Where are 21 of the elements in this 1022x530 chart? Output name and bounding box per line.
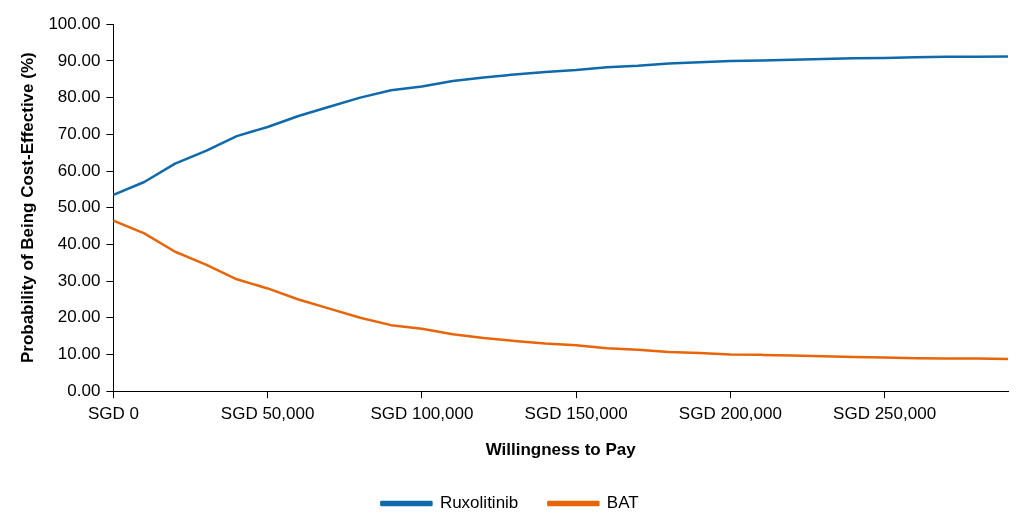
y-tick-label: 40.00 <box>57 234 101 254</box>
legend-label: Ruxolitinib <box>439 493 519 513</box>
x-tick-label: SGD 200,000 <box>678 404 782 424</box>
legend-label: BAT <box>606 493 639 513</box>
y-tick-label: 70.00 <box>57 123 101 143</box>
x-tick-label: SGD 250,000 <box>833 404 937 424</box>
x-axis-title: Willingness to Pay <box>485 440 637 460</box>
y-tick-label: 90.00 <box>57 50 101 70</box>
y-tick-label: 20.00 <box>57 307 101 327</box>
x-tick-label: SGD 150,000 <box>524 404 628 424</box>
x-tick-label: SGD 0 <box>87 404 139 424</box>
y-tick-label: 60.00 <box>57 160 101 180</box>
y-tick-label: 80.00 <box>57 87 101 107</box>
y-tick-label: 30.00 <box>57 270 101 290</box>
y-tick-label: 100.00 <box>48 13 101 33</box>
y-axis-title: Probability of Being Cost-Effective (%) <box>17 52 37 364</box>
y-tick-label: 10.00 <box>57 344 101 364</box>
x-tick-label: SGD 50,000 <box>220 404 315 424</box>
x-tick-label: SGD 100,000 <box>370 404 474 424</box>
y-tick-label: 50.00 <box>57 197 101 217</box>
y-tick-label: 0.00 <box>67 380 101 400</box>
